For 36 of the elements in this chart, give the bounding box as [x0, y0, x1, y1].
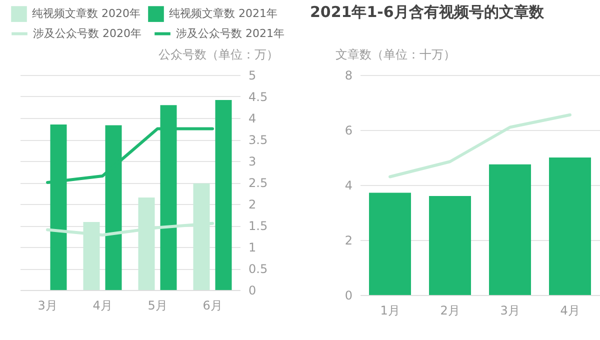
y-axis-title: 文章数（单位：十万）: [336, 48, 456, 62]
y-tick-label: 2.5: [248, 176, 268, 190]
x-tick-label: 3月: [500, 304, 520, 318]
y-tick-label: 5: [248, 68, 256, 82]
y-tick-label: 2: [344, 234, 352, 248]
y-tick-label: 3.5: [248, 133, 268, 147]
x-tick-label: 4月: [92, 298, 112, 312]
y-tick-label: 3: [248, 154, 256, 168]
y-axis-title: 公众号数（单位：万）: [158, 48, 278, 62]
y-tick-label: 4.5: [248, 90, 268, 104]
y-tick-label: 2: [248, 198, 256, 212]
bar: [549, 158, 591, 295]
x-tick-label: 5月: [148, 298, 168, 312]
line-series: [388, 113, 572, 178]
y-tick-label: 0: [248, 284, 256, 298]
y-tick-label: 0: [344, 288, 352, 302]
legend-label: 纯视频文章数 2021年: [169, 7, 278, 20]
bar: [429, 196, 471, 295]
x-tick-label: 1月: [380, 304, 400, 318]
chart-title: 2021年1-6月含有视频号的文章数: [310, 3, 545, 21]
y-tick-label: 8: [344, 68, 352, 82]
legend-label: 涉及公众号数 2021年: [176, 26, 284, 40]
x-tick-label: 2月: [440, 304, 460, 318]
y-tick-label: 1: [248, 240, 256, 254]
legend-label: 纯视频文章数 2020年: [32, 7, 140, 20]
bar: [369, 192, 411, 295]
x-tick-label: 3月: [38, 298, 58, 312]
y-tick-label: 4: [344, 178, 352, 192]
y-tick-label: 4: [248, 112, 256, 126]
legend-label: 涉及公众号数 2020年: [33, 26, 142, 40]
y-tick-label: 1.5: [248, 219, 268, 233]
y-tick-label: 6: [344, 124, 352, 138]
x-tick-label: 6月: [202, 298, 222, 312]
bar: [489, 164, 531, 295]
x-tick-label: 4月: [560, 304, 580, 318]
y-tick-label: 0.5: [248, 262, 268, 276]
